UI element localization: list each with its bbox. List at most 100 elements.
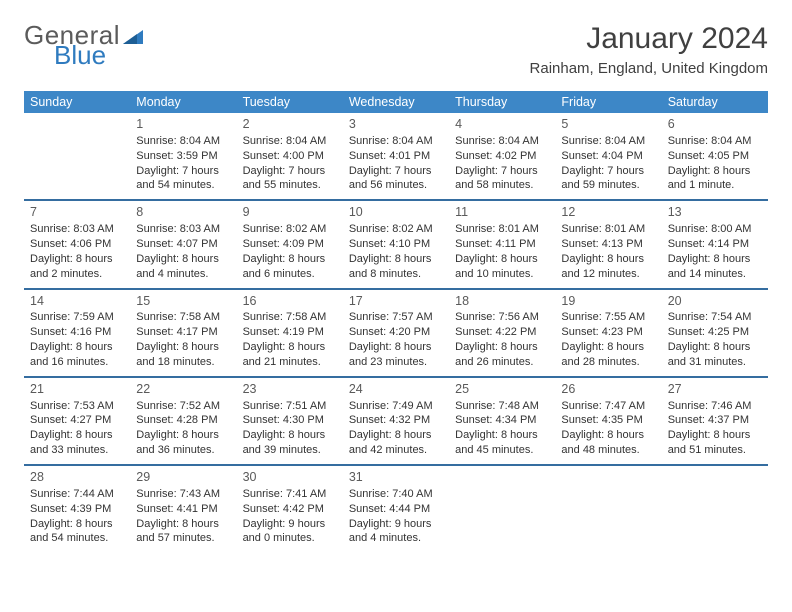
day-number: 16 — [243, 293, 337, 310]
daylight-text-1: Daylight: 8 hours — [136, 428, 230, 443]
daylight-text-1: Daylight: 7 hours — [561, 164, 655, 179]
calendar-day-cell — [24, 113, 130, 200]
sunset-text: Sunset: 4:22 PM — [455, 325, 549, 340]
day-number: 17 — [349, 293, 443, 310]
daylight-text-1: Daylight: 8 hours — [668, 252, 762, 267]
title-block: January 2024 Rainham, England, United Ki… — [530, 22, 768, 77]
brand-word-2: Blue — [54, 42, 106, 68]
daylight-text-2: and 16 minutes. — [30, 355, 124, 370]
daylight-text-1: Daylight: 7 hours — [243, 164, 337, 179]
sunset-text: Sunset: 4:34 PM — [455, 413, 549, 428]
daylight-text-1: Daylight: 8 hours — [30, 428, 124, 443]
day-number: 6 — [668, 116, 762, 133]
calendar-day-cell: 21Sunrise: 7:53 AMSunset: 4:27 PMDayligh… — [24, 377, 130, 465]
day-header: Tuesday — [237, 91, 343, 113]
daylight-text-1: Daylight: 8 hours — [455, 428, 549, 443]
day-number: 23 — [243, 381, 337, 398]
day-number: 22 — [136, 381, 230, 398]
calendar-day-cell: 18Sunrise: 7:56 AMSunset: 4:22 PMDayligh… — [449, 289, 555, 377]
calendar-day-cell: 23Sunrise: 7:51 AMSunset: 4:30 PMDayligh… — [237, 377, 343, 465]
daylight-text-2: and 26 minutes. — [455, 355, 549, 370]
sunrise-text: Sunrise: 8:04 AM — [136, 134, 230, 149]
calendar-week-row: 1Sunrise: 8:04 AMSunset: 3:59 PMDaylight… — [24, 113, 768, 200]
daylight-text-2: and 57 minutes. — [136, 531, 230, 546]
daylight-text-2: and 45 minutes. — [455, 443, 549, 458]
sunrise-text: Sunrise: 7:54 AM — [668, 310, 762, 325]
day-header: Friday — [555, 91, 661, 113]
sunrise-text: Sunrise: 8:01 AM — [561, 222, 655, 237]
calendar-day-cell: 30Sunrise: 7:41 AMSunset: 4:42 PMDayligh… — [237, 465, 343, 552]
sunset-text: Sunset: 4:00 PM — [243, 149, 337, 164]
daylight-text-1: Daylight: 8 hours — [455, 252, 549, 267]
day-number: 11 — [455, 204, 549, 221]
day-number: 20 — [668, 293, 762, 310]
calendar-day-cell: 22Sunrise: 7:52 AMSunset: 4:28 PMDayligh… — [130, 377, 236, 465]
calendar-day-cell: 3Sunrise: 8:04 AMSunset: 4:01 PMDaylight… — [343, 113, 449, 200]
daylight-text-2: and 10 minutes. — [455, 267, 549, 282]
calendar-day-cell: 16Sunrise: 7:58 AMSunset: 4:19 PMDayligh… — [237, 289, 343, 377]
sunset-text: Sunset: 4:16 PM — [30, 325, 124, 340]
daylight-text-1: Daylight: 8 hours — [349, 252, 443, 267]
calendar-table: Sunday Monday Tuesday Wednesday Thursday… — [24, 91, 768, 552]
calendar-day-cell: 31Sunrise: 7:40 AMSunset: 4:44 PMDayligh… — [343, 465, 449, 552]
calendar-week-row: 21Sunrise: 7:53 AMSunset: 4:27 PMDayligh… — [24, 377, 768, 465]
daylight-text-2: and 14 minutes. — [668, 267, 762, 282]
day-number: 26 — [561, 381, 655, 398]
day-number: 24 — [349, 381, 443, 398]
day-number: 27 — [668, 381, 762, 398]
daylight-text-1: Daylight: 9 hours — [349, 517, 443, 532]
sunset-text: Sunset: 4:30 PM — [243, 413, 337, 428]
sunrise-text: Sunrise: 7:43 AM — [136, 487, 230, 502]
day-header: Sunday — [24, 91, 130, 113]
daylight-text-2: and 39 minutes. — [243, 443, 337, 458]
sunset-text: Sunset: 4:37 PM — [668, 413, 762, 428]
calendar-day-cell: 7Sunrise: 8:03 AMSunset: 4:06 PMDaylight… — [24, 200, 130, 288]
calendar-week-row: 7Sunrise: 8:03 AMSunset: 4:06 PMDaylight… — [24, 200, 768, 288]
sunrise-text: Sunrise: 7:41 AM — [243, 487, 337, 502]
daylight-text-1: Daylight: 7 hours — [136, 164, 230, 179]
sunset-text: Sunset: 4:10 PM — [349, 237, 443, 252]
day-number: 18 — [455, 293, 549, 310]
sunrise-text: Sunrise: 7:55 AM — [561, 310, 655, 325]
calendar-day-cell: 29Sunrise: 7:43 AMSunset: 4:41 PMDayligh… — [130, 465, 236, 552]
daylight-text-1: Daylight: 8 hours — [30, 252, 124, 267]
calendar-day-cell: 8Sunrise: 8:03 AMSunset: 4:07 PMDaylight… — [130, 200, 236, 288]
calendar-day-cell: 17Sunrise: 7:57 AMSunset: 4:20 PMDayligh… — [343, 289, 449, 377]
day-number: 13 — [668, 204, 762, 221]
daylight-text-2: and 55 minutes. — [243, 178, 337, 193]
sunset-text: Sunset: 4:14 PM — [668, 237, 762, 252]
sunrise-text: Sunrise: 7:57 AM — [349, 310, 443, 325]
calendar-day-cell: 6Sunrise: 8:04 AMSunset: 4:05 PMDaylight… — [662, 113, 768, 200]
daylight-text-1: Daylight: 8 hours — [668, 340, 762, 355]
calendar-day-cell: 4Sunrise: 8:04 AMSunset: 4:02 PMDaylight… — [449, 113, 555, 200]
sunrise-text: Sunrise: 7:53 AM — [30, 399, 124, 414]
daylight-text-2: and 2 minutes. — [30, 267, 124, 282]
calendar-day-cell: 26Sunrise: 7:47 AMSunset: 4:35 PMDayligh… — [555, 377, 661, 465]
sunset-text: Sunset: 4:23 PM — [561, 325, 655, 340]
day-number: 4 — [455, 116, 549, 133]
daylight-text-2: and 58 minutes. — [455, 178, 549, 193]
daylight-text-1: Daylight: 8 hours — [668, 164, 762, 179]
calendar-week-row: 14Sunrise: 7:59 AMSunset: 4:16 PMDayligh… — [24, 289, 768, 377]
day-number: 2 — [243, 116, 337, 133]
calendar-day-cell: 13Sunrise: 8:00 AMSunset: 4:14 PMDayligh… — [662, 200, 768, 288]
calendar-day-cell: 28Sunrise: 7:44 AMSunset: 4:39 PMDayligh… — [24, 465, 130, 552]
daylight-text-2: and 1 minute. — [668, 178, 762, 193]
calendar-day-cell: 24Sunrise: 7:49 AMSunset: 4:32 PMDayligh… — [343, 377, 449, 465]
sunrise-text: Sunrise: 8:04 AM — [349, 134, 443, 149]
calendar-body: 1Sunrise: 8:04 AMSunset: 3:59 PMDaylight… — [24, 113, 768, 552]
day-number: 31 — [349, 469, 443, 486]
day-number: 14 — [30, 293, 124, 310]
daylight-text-2: and 54 minutes. — [136, 178, 230, 193]
calendar-day-cell: 27Sunrise: 7:46 AMSunset: 4:37 PMDayligh… — [662, 377, 768, 465]
daylight-text-1: Daylight: 8 hours — [561, 428, 655, 443]
sunset-text: Sunset: 4:28 PM — [136, 413, 230, 428]
day-header: Thursday — [449, 91, 555, 113]
daylight-text-1: Daylight: 8 hours — [455, 340, 549, 355]
calendar-day-cell: 11Sunrise: 8:01 AMSunset: 4:11 PMDayligh… — [449, 200, 555, 288]
sunrise-text: Sunrise: 7:47 AM — [561, 399, 655, 414]
sunset-text: Sunset: 4:13 PM — [561, 237, 655, 252]
day-number: 1 — [136, 116, 230, 133]
daylight-text-1: Daylight: 8 hours — [243, 428, 337, 443]
daylight-text-2: and 6 minutes. — [243, 267, 337, 282]
